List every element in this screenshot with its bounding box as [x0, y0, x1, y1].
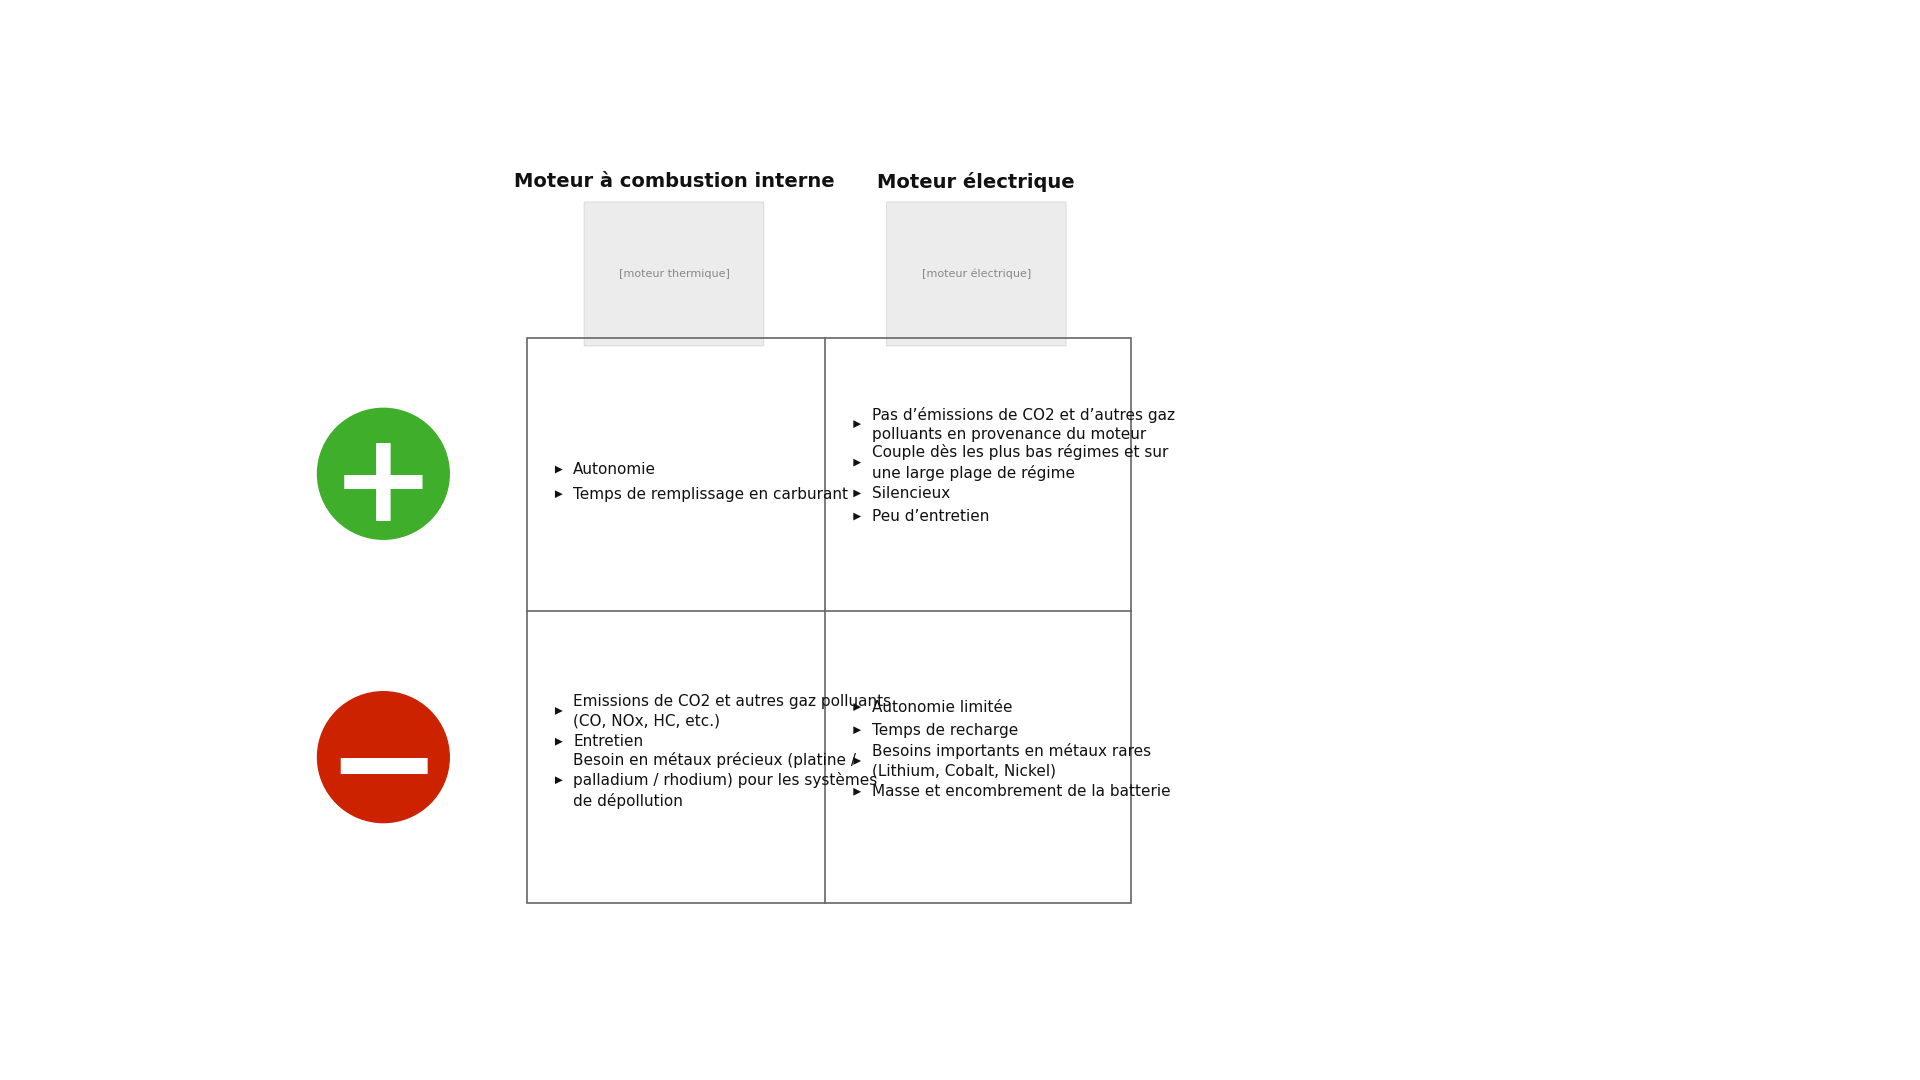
FancyBboxPatch shape — [887, 202, 1066, 346]
FancyArrowPatch shape — [851, 703, 860, 711]
FancyArrowPatch shape — [551, 707, 563, 715]
Circle shape — [317, 408, 449, 539]
Text: Entretien: Entretien — [574, 734, 643, 750]
FancyArrowPatch shape — [851, 489, 860, 497]
Text: Moteur électrique: Moteur électrique — [877, 172, 1075, 192]
Text: Autonomie: Autonomie — [574, 462, 657, 477]
Circle shape — [317, 691, 449, 823]
Text: Temps de recharge: Temps de recharge — [872, 723, 1018, 738]
FancyBboxPatch shape — [584, 202, 764, 346]
Text: Couple dès les plus bas régimes et sur
une large plage de régime: Couple dès les plus bas régimes et sur u… — [872, 444, 1167, 481]
FancyArrowPatch shape — [851, 788, 860, 796]
Text: Besoin en métaux précieux (platine /
palladium / rhodium) pour les systèmes
de d: Besoin en métaux précieux (platine / pal… — [574, 752, 877, 809]
FancyArrowPatch shape — [851, 513, 860, 521]
FancyArrowPatch shape — [851, 420, 860, 428]
FancyArrowPatch shape — [551, 465, 563, 473]
Text: Besoins importants en métaux rares
(Lithium, Cobalt, Nickel): Besoins importants en métaux rares (Lith… — [872, 743, 1150, 779]
FancyArrowPatch shape — [851, 459, 860, 467]
Text: [moteur thermique]: [moteur thermique] — [618, 269, 730, 279]
Text: Temps de remplissage en carburant: Temps de remplissage en carburant — [574, 487, 849, 502]
Text: Pas d’émissions de CO2 et d’autres gaz
polluants en provenance du moteur: Pas d’émissions de CO2 et d’autres gaz p… — [872, 406, 1175, 442]
Text: −: − — [324, 704, 442, 839]
Text: Peu d’entretien: Peu d’entretien — [872, 509, 989, 524]
Text: [moteur électrique]: [moteur électrique] — [922, 269, 1031, 280]
Text: Emissions de CO2 et autres gaz polluants
(CO, NOx, HC, etc.): Emissions de CO2 et autres gaz polluants… — [574, 693, 891, 728]
FancyArrowPatch shape — [551, 777, 563, 784]
Text: Moteur à combustion interne: Moteur à combustion interne — [515, 172, 835, 191]
FancyArrowPatch shape — [551, 738, 563, 745]
Text: +: + — [330, 427, 436, 548]
Text: Autonomie limitée: Autonomie limitée — [872, 700, 1012, 715]
Text: Silencieux: Silencieux — [872, 486, 950, 501]
Text: Masse et encombrement de la batterie: Masse et encombrement de la batterie — [872, 784, 1171, 799]
FancyArrowPatch shape — [851, 757, 860, 765]
FancyArrowPatch shape — [551, 490, 563, 498]
FancyArrowPatch shape — [851, 727, 860, 734]
